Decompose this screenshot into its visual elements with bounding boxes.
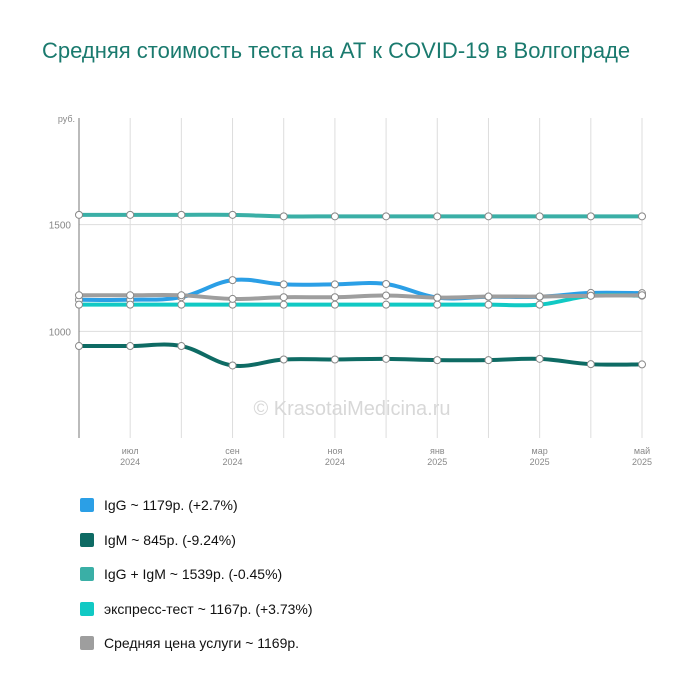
x-tick-label-year: 2024 [223, 457, 243, 467]
series-5-point [75, 291, 83, 300]
series-2-point [177, 342, 186, 351]
series-2-point [75, 342, 83, 351]
line-chart: руб.10001500июл2024сен2024ноя2024янв2025… [49, 114, 652, 467]
series-2-point [279, 355, 288, 364]
series-3-line [77, 212, 644, 219]
series-3-point [279, 212, 288, 221]
legend-label: IgG ~ 1179р. (+2.7%) [104, 497, 238, 514]
series-3-point [433, 212, 442, 221]
x-tick-label-month: мар [532, 446, 548, 456]
legend-item: IgG ~ 1179р. (+2.7%) [80, 488, 313, 523]
x-tick-label-month: май [634, 446, 650, 456]
series-5-point [433, 293, 442, 302]
chart-title: Средняя стоимость теста на АТ к COVID-19… [42, 38, 631, 63]
series-2-point [382, 354, 391, 363]
series-4-point [330, 300, 339, 309]
series-1-point [382, 279, 391, 288]
series-3-point [382, 212, 391, 221]
series-3-point [75, 210, 83, 219]
series-2-point [535, 354, 544, 363]
series-2-point [484, 356, 493, 365]
series-4-point [279, 300, 288, 309]
series-2-point [330, 355, 339, 364]
series-2-point [433, 356, 442, 365]
series-1-point [330, 280, 339, 289]
series-4-point [126, 300, 135, 309]
series-2-line [77, 342, 644, 368]
y-tick-label: 1000 [49, 327, 72, 338]
legend-label: IgG + IgM ~ 1539р. (-0.45%) [104, 566, 283, 583]
series-4-point [177, 300, 186, 309]
legend-label: Средняя цена услуги ~ 1169р. [104, 635, 300, 652]
legend-item: IgM ~ 845р. (-9.24%) [80, 523, 313, 558]
x-tick-label-month: янв [430, 446, 445, 456]
series-5-point [382, 291, 391, 300]
watermark: © KrasotaiMedicina.ru [253, 398, 450, 420]
series-5-point [126, 291, 135, 300]
series-4-point [433, 300, 442, 309]
x-tick-label-month: ноя [327, 446, 342, 456]
legend-swatch [80, 636, 94, 651]
series-3-point [330, 212, 339, 221]
series-3-point [177, 210, 186, 219]
legend-swatch [80, 498, 94, 513]
series-5-point [228, 294, 237, 303]
legend-item: IgG + IgM ~ 1539р. (-0.45%) [80, 557, 313, 592]
series-4-point [75, 300, 83, 309]
series-1-point [228, 276, 237, 285]
chart-legend: IgG ~ 1179р. (+2.7%) IgM ~ 845р. (-9.24%)… [80, 488, 313, 661]
series-3-point [638, 212, 646, 221]
legend-swatch [80, 601, 94, 616]
legend-label: экспресс-тест ~ 1167р. (+3.73%) [104, 600, 313, 617]
y-unit-label: руб. [58, 114, 75, 124]
y-tick-label: 1500 [49, 221, 72, 232]
x-tick-label-year: 2025 [632, 457, 652, 467]
series-5-point [586, 291, 595, 300]
series-2-point [586, 360, 595, 369]
legend-label: IgM ~ 845р. (-9.24%) [104, 531, 236, 548]
series-5-point [177, 291, 186, 300]
series-3-point [126, 210, 135, 219]
x-tick-label-month: сен [225, 446, 240, 456]
legend-item: Средняя цена услуги ~ 1169р. [80, 626, 313, 661]
series-2-point [228, 361, 237, 370]
series-1-point [279, 280, 288, 289]
series-3-point [228, 210, 237, 219]
series-4-point [382, 300, 391, 309]
series-3-point [586, 212, 595, 221]
series-5-point [535, 292, 544, 301]
x-tick-label-month: июл [122, 446, 139, 456]
series-3-point [484, 212, 493, 221]
x-tick-label-year: 2025 [427, 457, 447, 467]
series-5-point [330, 293, 339, 302]
legend-swatch [80, 567, 94, 582]
series-5-point [638, 291, 646, 300]
x-tick-label-year: 2025 [530, 457, 550, 467]
series-4-point [535, 300, 544, 309]
legend-swatch [80, 532, 94, 547]
series-4-line [77, 292, 644, 308]
legend-item: экспресс-тест ~ 1167р. (+3.73%) [80, 592, 313, 627]
series-2-point [638, 360, 646, 369]
series-2-point [126, 342, 135, 351]
x-tick-label-year: 2024 [120, 457, 140, 467]
series-3-point [535, 212, 544, 221]
series-4-point [484, 300, 493, 309]
series-5-point [484, 292, 493, 301]
series-5-point [279, 293, 288, 302]
x-tick-label-year: 2024 [325, 457, 345, 467]
series-5-line [77, 292, 644, 301]
